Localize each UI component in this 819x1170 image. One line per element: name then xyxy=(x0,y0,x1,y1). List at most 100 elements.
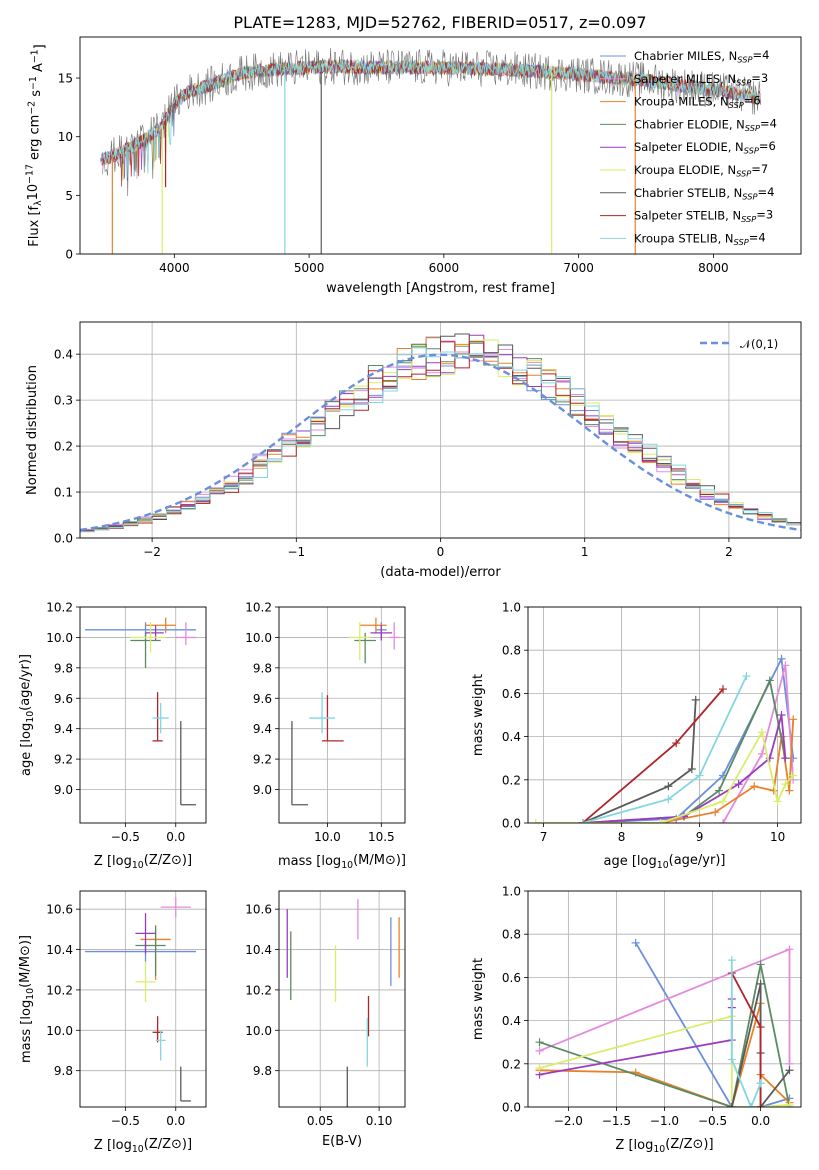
label-part: =3 xyxy=(751,71,768,85)
label-part: age [log xyxy=(604,854,657,869)
label-part: mass weight xyxy=(471,958,486,1040)
marker-plus xyxy=(756,1023,765,1032)
y-tick-label: 9.8 xyxy=(54,1064,73,1078)
y-tick-label: 1.0 xyxy=(502,601,521,615)
label-part: 10 xyxy=(341,860,353,871)
marker-plus xyxy=(578,819,587,823)
panel-weight-vs-age: 7 8 9 10 0.0 0.2 0.4 0.6 0.8 1.0 mass weight age [l… xyxy=(471,601,802,871)
plot-area xyxy=(531,654,798,823)
y-tick-label: 0.2 xyxy=(54,440,73,454)
x-tick-label: 10.0 xyxy=(314,830,341,844)
series-line xyxy=(634,942,790,1107)
errorbar-point xyxy=(145,625,164,641)
x-axis-label: Z [log10​(Z/Z⊙)] xyxy=(94,1137,192,1155)
x-tick-label: −1.0 xyxy=(650,1114,679,1128)
legend-entry: Chabrier ELODIE, NSSP=4 xyxy=(634,116,777,132)
marker-plus xyxy=(789,771,798,780)
legend-entry: Kroupa STELIB, NSSP=4 xyxy=(634,230,766,246)
label-part: A xyxy=(31,63,46,76)
x-tick-label: 10.5 xyxy=(368,830,395,844)
y-tick-label: 10.0 xyxy=(245,1024,272,1038)
label-part: wavelength [Angstrom, rest frame] xyxy=(326,281,555,296)
y-tick-label: 10.2 xyxy=(245,601,272,615)
errorbar-point xyxy=(180,1066,191,1102)
x-tick-label: 5000 xyxy=(294,261,325,275)
normal-reference-curve xyxy=(80,353,801,532)
y-tick-label: 9.4 xyxy=(253,722,272,736)
y-tick-label: 0.4 xyxy=(54,348,73,362)
x-tick-label: 6000 xyxy=(429,261,460,275)
label-part: SSP xyxy=(729,100,744,110)
label-part: (Z/Z⊙)] xyxy=(144,853,192,868)
errorbar-point xyxy=(388,622,400,650)
axes-frame xyxy=(527,890,802,1108)
x-axis-label: wavelength [Angstrom, rest frame] xyxy=(326,281,555,296)
y-axis-label: mass weight xyxy=(471,958,486,1040)
legend: 𝒩(0,1) xyxy=(700,337,778,351)
label-part: (age/yr)] xyxy=(18,654,33,711)
label-part: SSP xyxy=(742,191,757,201)
label-part: =6 xyxy=(759,139,776,153)
panel-mass-vs-EBV: 0.05 0.10 9.8 10.0 10.2 10.4 10.6 E(B-V) xyxy=(245,890,406,1149)
marker-plus xyxy=(715,786,724,795)
series-line xyxy=(582,714,787,823)
x-axis-label: age [log10​(age/yr)] xyxy=(604,853,726,871)
label-part: (Z/Z⊙)] xyxy=(144,1137,192,1152)
marker-plus xyxy=(777,654,786,663)
y-tick-label: 9.6 xyxy=(253,692,272,706)
errorbar-point xyxy=(349,622,371,661)
legend-entry: Chabrier MILES, NSSP=4 xyxy=(634,48,769,64)
label-part: E(B-V) xyxy=(322,1134,362,1149)
label-part: Z [log xyxy=(615,1138,653,1153)
label-part: mass [log xyxy=(19,1000,34,1063)
label-part: Salpeter STELIB, N xyxy=(634,209,741,223)
legend-entry: 𝒩(0,1) xyxy=(740,337,778,351)
label-part: age [log xyxy=(19,723,34,776)
panel-age-vs-mass: 10.0 10.5 9.0 9.2 9.4 9.6 9.8 10.0 10.2 mass [log… xyxy=(245,601,406,871)
x-axis-label: E(B-V) xyxy=(322,1134,362,1149)
x-tick-label: −2.0 xyxy=(554,1114,583,1128)
x-tick-label: 1 xyxy=(581,545,589,559)
y-tick-label: 0.6 xyxy=(502,971,521,985)
marker-plus xyxy=(773,797,782,806)
x-tick-label: 8 xyxy=(618,830,626,844)
errorbar-point xyxy=(291,721,309,806)
series-line xyxy=(539,964,791,1107)
marker-plus xyxy=(664,782,673,791)
axes-frame xyxy=(79,321,802,539)
figure-title: PLATE=1283, MJD=52762, FIBERID=0517, z=0… xyxy=(233,13,646,32)
errorbar-point xyxy=(85,941,196,962)
x-tick-label: −0.5 xyxy=(111,830,140,844)
marker-plus xyxy=(695,771,704,780)
marker-plus xyxy=(535,1038,544,1047)
plot-area xyxy=(535,938,794,1107)
marker-plus xyxy=(727,1103,736,1107)
marker-plus xyxy=(781,754,790,763)
x-tick-label: 0.0 xyxy=(751,1114,770,1128)
label-part: =4 xyxy=(752,48,769,62)
axes-frame xyxy=(278,606,406,824)
x-axis-label: Z [log10​(Z/Z⊙)] xyxy=(615,1137,713,1155)
errorbar-point xyxy=(160,897,191,918)
y-tick-label: 9.0 xyxy=(253,783,272,797)
series-line xyxy=(582,655,795,823)
x-tick-label: 8000 xyxy=(698,261,729,275)
label-part: =4 xyxy=(760,116,777,130)
marker-plus xyxy=(785,786,794,795)
plot-area xyxy=(85,897,196,1102)
x-tick-label: 0.0 xyxy=(166,1114,185,1128)
marker-plus xyxy=(631,938,640,947)
errorbar-point xyxy=(175,622,196,646)
y-tick-label: 10.0 xyxy=(245,631,272,645)
errorbar-point xyxy=(309,692,335,734)
axes-frame xyxy=(278,890,406,1108)
y-tick-label: 0.8 xyxy=(502,644,521,658)
marker-plus xyxy=(756,1079,765,1088)
panel-residuals: −2 −1 0 1 2 0.0 0.1 0.2 0.3 0.4 (data-model)/error… xyxy=(25,321,802,580)
marker-plus xyxy=(672,739,681,748)
label-part: (M/M⊙)] xyxy=(353,853,406,868)
errorbar-point xyxy=(152,692,163,742)
y-tick-label: 10.4 xyxy=(245,943,272,957)
marker-plus xyxy=(734,780,743,789)
